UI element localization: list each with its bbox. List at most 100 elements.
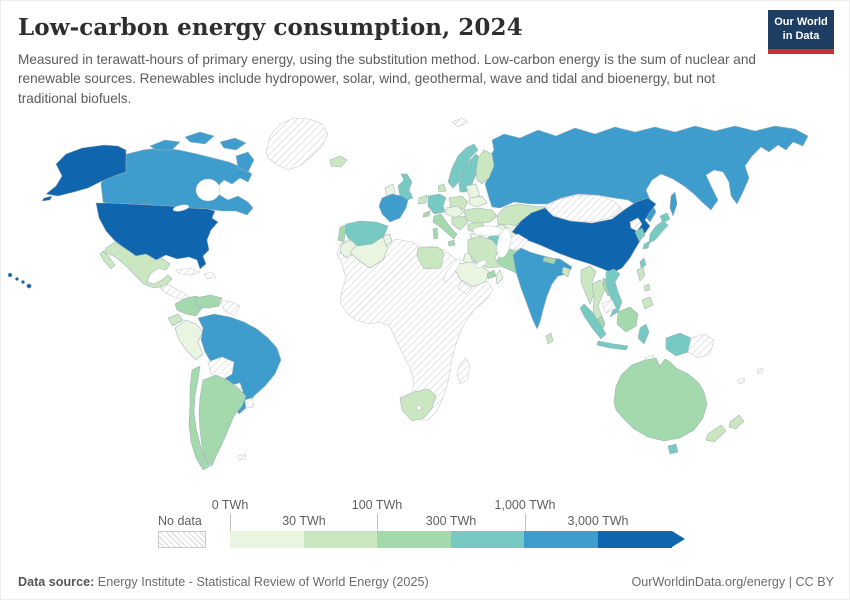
country-china[interactable] (511, 197, 657, 274)
country-saudi-arabia[interactable] (454, 261, 490, 288)
legend-tick-0: 0 TWh (211, 498, 249, 512)
country-argentina[interactable] (198, 374, 247, 467)
country-south-africa[interactable] (399, 388, 437, 422)
country-madagascar[interactable] (456, 357, 471, 385)
country-japan[interactable] (648, 220, 669, 244)
hudson-bay (195, 178, 221, 202)
country-hawaii[interactable] (26, 283, 32, 289)
country-svalbard[interactable] (451, 117, 469, 128)
country-australia[interactable] (613, 357, 708, 442)
country-switzerland[interactable] (422, 210, 431, 218)
country-borneo[interactable] (616, 306, 639, 333)
country-falkland-islands[interactable] (237, 453, 247, 461)
world-map[interactable] (0, 112, 850, 498)
country-canada-arctic[interactable] (149, 139, 181, 151)
country-iran[interactable] (467, 235, 500, 269)
region-africa-no-data[interactable] (336, 234, 494, 421)
country-iceland[interactable] (329, 155, 348, 168)
country-new-caledonia[interactable] (756, 367, 764, 375)
legend-color-bar[interactable] (230, 531, 685, 548)
country-baja-california[interactable] (99, 250, 116, 270)
country-yemen[interactable] (457, 281, 473, 295)
country-north-korea[interactable] (629, 217, 643, 232)
country-france[interactable] (378, 193, 409, 223)
country-guyanas[interactable] (219, 299, 241, 317)
country-balkans[interactable] (451, 215, 469, 231)
country-new-zealand[interactable] (705, 424, 727, 443)
legend-segment-4[interactable] (450, 531, 525, 548)
country-mongolia[interactable] (544, 194, 623, 223)
legend-segment-1[interactable] (230, 531, 304, 548)
country-alaska[interactable] (45, 144, 127, 197)
country-tasmania[interactable] (667, 443, 679, 455)
legend-segment-6[interactable] (597, 531, 672, 548)
country-venezuela[interactable] (195, 294, 223, 309)
country-ireland[interactable] (384, 183, 396, 197)
country-japan[interactable] (642, 240, 651, 250)
country-papua-new-guinea[interactable] (687, 333, 715, 359)
country-hawaii[interactable] (15, 277, 19, 281)
country-egypt[interactable] (416, 246, 445, 270)
country-denmark[interactable] (437, 183, 447, 193)
country-canada-arctic[interactable] (219, 137, 247, 151)
country-italy[interactable] (432, 213, 458, 240)
country-aleutians[interactable] (41, 195, 53, 202)
country-united-kingdom[interactable] (397, 173, 414, 202)
country-hispaniola[interactable] (203, 271, 217, 280)
country-tunisia[interactable] (382, 233, 393, 247)
legend-no-data-swatch[interactable] (158, 531, 206, 548)
country-philippines[interactable] (641, 296, 654, 310)
country-czech-austria-hungary[interactable] (445, 205, 465, 219)
country-vietnam[interactable] (605, 268, 623, 318)
country-new-zealand[interactable] (728, 414, 745, 430)
legend-segment-5[interactable] (524, 531, 598, 548)
country-uruguay[interactable] (244, 397, 255, 409)
owid-logo[interactable]: Our World in Data (768, 10, 834, 54)
country-united-states[interactable] (95, 202, 219, 270)
country-indonesia[interactable] (579, 303, 607, 340)
country-sakhalin[interactable] (669, 191, 678, 217)
country-taiwan[interactable] (639, 257, 647, 269)
country-sri-lanka[interactable] (545, 332, 554, 345)
country-south-korea[interactable] (634, 227, 646, 242)
country-hawaii[interactable] (7, 272, 13, 278)
country-spain[interactable] (343, 220, 389, 247)
legend-segment-3[interactable] (377, 531, 451, 548)
license-link[interactable]: OurWorldinData.org/energy | CC BY (631, 575, 834, 589)
country-philippines[interactable] (643, 283, 651, 292)
country-ecuador[interactable] (167, 313, 184, 327)
country-baltic-states[interactable] (465, 183, 481, 199)
country-oman[interactable] (495, 269, 504, 285)
country-bolivia[interactable] (207, 356, 235, 381)
country-benelux[interactable] (417, 194, 428, 205)
country-hawaii[interactable] (21, 280, 25, 284)
country-belarus[interactable] (468, 195, 488, 208)
country-cambodia[interactable] (601, 299, 617, 314)
country-greenland[interactable] (265, 117, 329, 171)
country-indonesia[interactable] (637, 323, 650, 345)
country-canada-arctic[interactable] (235, 151, 255, 173)
country-japan[interactable] (659, 212, 671, 224)
country-norway[interactable] (447, 143, 479, 189)
country-finland[interactable] (475, 149, 495, 185)
country-fiji[interactable] (737, 377, 746, 385)
country-india[interactable] (512, 247, 573, 330)
country-indonesia[interactable] (596, 340, 629, 351)
country-sicily[interactable] (447, 239, 456, 247)
owid-logo-line2: in Data (782, 29, 820, 42)
country-mexico[interactable] (103, 241, 173, 289)
country-sardinia[interactable] (432, 227, 439, 240)
country-chile[interactable] (188, 365, 211, 471)
country-philippines[interactable] (636, 266, 646, 282)
country-ukraine[interactable] (463, 207, 498, 225)
persian-gulf (475, 260, 487, 268)
country-nepal[interactable] (542, 256, 557, 265)
legend-segment-2[interactable] (303, 531, 378, 548)
country-canada-arctic[interactable] (184, 131, 215, 145)
country-cuba[interactable] (175, 267, 201, 276)
country-indonesia-papua[interactable] (665, 332, 692, 357)
country-peru[interactable] (174, 319, 204, 361)
country-bangladesh[interactable] (561, 266, 571, 278)
country-portugal[interactable] (337, 224, 347, 243)
country-germany[interactable] (427, 193, 447, 215)
